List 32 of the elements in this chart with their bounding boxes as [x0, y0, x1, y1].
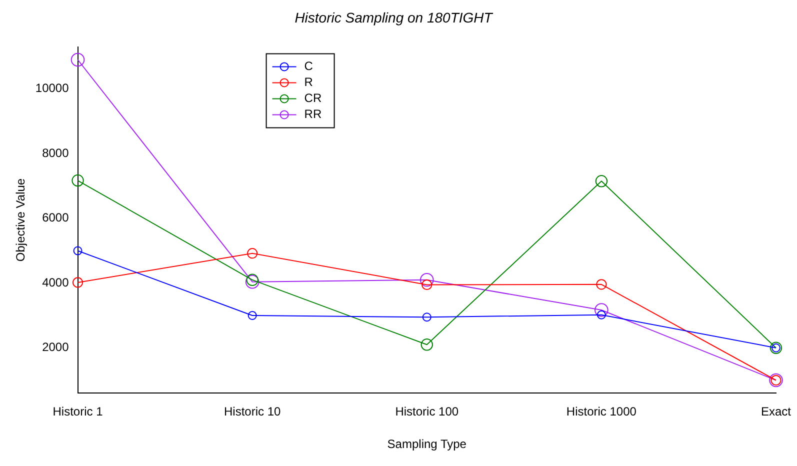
point [70, 52, 85, 67]
legend-label: R [304, 75, 314, 90]
point [246, 274, 258, 286]
point [72, 277, 84, 288]
point [595, 175, 608, 188]
point [594, 303, 608, 317]
y-axis-title: Objective Value [14, 178, 28, 262]
chart-title: Historic Sampling on 180TIGHT [294, 9, 494, 26]
x-tick-label: Historic 1 [52, 404, 104, 419]
point [72, 174, 84, 187]
point [422, 279, 432, 290]
point [73, 246, 82, 256]
point [422, 312, 432, 322]
point [420, 272, 434, 287]
legend-label: RR [304, 107, 322, 122]
x-axis-title: Sampling Type [387, 437, 467, 452]
y-tick-label: 10000 [35, 81, 70, 96]
legend-label: CR [304, 91, 322, 106]
point [420, 338, 433, 351]
y-tick-label: 8000 [42, 146, 70, 160]
x-tick-label: Exact [760, 404, 792, 419]
y-tick-label: 4000 [42, 275, 70, 290]
y-tick-label: 2000 [42, 340, 70, 354]
point [596, 279, 607, 290]
legend-label: C [304, 59, 314, 74]
x-tick-label: Historic 10 [224, 404, 281, 419]
x-tick-label: Historic 1000 [566, 404, 637, 419]
x-tick-label: Historic 100 [395, 404, 459, 419]
point [248, 311, 257, 320]
point [247, 248, 258, 259]
y-tick-label: 6000 [42, 210, 70, 225]
point [245, 274, 260, 289]
